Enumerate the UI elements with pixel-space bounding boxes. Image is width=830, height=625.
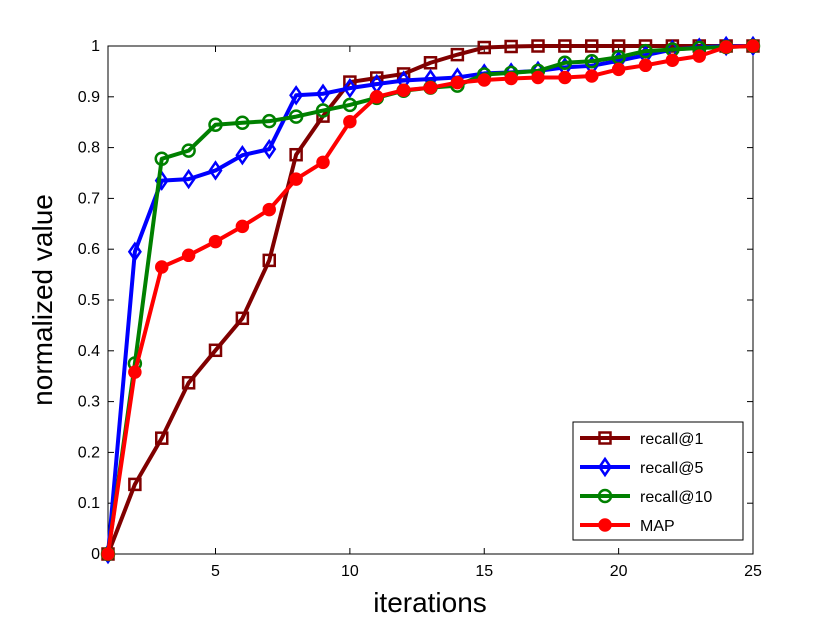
data-point-recall-5 bbox=[262, 138, 277, 160]
legend-label: MAP bbox=[640, 518, 675, 535]
legend: recall@1 recall@5 recall@10 MAP bbox=[572, 421, 744, 541]
legend-marker bbox=[598, 431, 612, 445]
data-point-recall-10 bbox=[342, 97, 358, 113]
data-point-map bbox=[343, 114, 357, 129]
data-point-recall-5 bbox=[127, 241, 142, 262]
data-point-recall-10 bbox=[288, 109, 304, 124]
data-point-recall-1 bbox=[289, 147, 303, 162]
x-tick-label: 5 bbox=[211, 563, 220, 580]
legend-marker bbox=[597, 456, 613, 478]
y-tick-label: 0.8 bbox=[78, 140, 100, 157]
data-point-map bbox=[665, 53, 680, 67]
data-point-map bbox=[155, 260, 169, 274]
data-point-map bbox=[450, 75, 465, 90]
data-point-map bbox=[585, 69, 599, 83]
legend-entry-map: MAP bbox=[580, 518, 675, 535]
data-point-map bbox=[638, 58, 653, 73]
data-point-recall-10 bbox=[638, 43, 653, 59]
y-tick-label: 0.9 bbox=[78, 89, 100, 106]
data-point-map bbox=[235, 219, 250, 234]
data-point-map bbox=[181, 248, 196, 263]
legend-label: recall@1 bbox=[640, 431, 703, 448]
data-point-map bbox=[692, 49, 706, 63]
legend-marker bbox=[597, 488, 613, 504]
legend-entry-recall-10: recall@10 bbox=[580, 488, 712, 506]
x-tick-label: 20 bbox=[610, 563, 628, 580]
y-tick-label: 0.6 bbox=[78, 241, 100, 258]
data-point-map bbox=[370, 90, 384, 104]
x-axis-title: iterations bbox=[373, 587, 487, 618]
y-tick-label: 0.3 bbox=[78, 394, 100, 411]
data-point-recall-1 bbox=[155, 431, 169, 445]
series-map bbox=[101, 39, 760, 561]
data-point-map bbox=[719, 40, 733, 54]
data-point-map bbox=[611, 62, 626, 77]
y-tick-label: 0.7 bbox=[78, 190, 100, 207]
data-point-recall-5 bbox=[181, 168, 196, 190]
data-point-map bbox=[531, 70, 545, 85]
y-tick-label: 0 bbox=[91, 546, 100, 563]
data-point-recall-10 bbox=[557, 55, 573, 71]
data-point-recall-5 bbox=[315, 83, 331, 104]
data-point-recall-10 bbox=[235, 115, 250, 130]
legend-label: recall@10 bbox=[640, 489, 712, 506]
x-tick-label: 10 bbox=[341, 563, 359, 580]
legend-marker bbox=[598, 518, 612, 532]
data-point-map bbox=[558, 70, 572, 85]
x-tick-label: 25 bbox=[744, 563, 762, 580]
data-series bbox=[100, 35, 761, 565]
data-point-recall-10 bbox=[208, 117, 223, 132]
data-point-recall-5 bbox=[235, 145, 250, 166]
data-point-recall-5 bbox=[342, 77, 357, 99]
data-point-recall-10 bbox=[262, 113, 277, 129]
y-tick-label: 0.4 bbox=[78, 343, 100, 360]
y-tick-label: 0.2 bbox=[78, 444, 100, 461]
data-point-map bbox=[208, 234, 223, 249]
y-tick-label: 1 bbox=[91, 38, 100, 55]
data-point-map bbox=[423, 80, 438, 95]
data-point-recall-10 bbox=[584, 53, 599, 69]
data-point-recall-1 bbox=[585, 39, 599, 53]
data-point-map bbox=[262, 202, 276, 217]
data-point-recall-1 bbox=[423, 56, 438, 70]
x-tick-label: 15 bbox=[475, 563, 493, 580]
legend-label: recall@5 bbox=[640, 460, 703, 477]
data-point-map bbox=[746, 39, 760, 53]
y-tick-label: 0.1 bbox=[78, 495, 100, 512]
data-point-map bbox=[504, 71, 518, 86]
data-point-recall-10 bbox=[154, 151, 169, 167]
data-point-recall-1 bbox=[128, 477, 142, 492]
data-point-map bbox=[128, 365, 142, 379]
y-tick-label: 0.5 bbox=[78, 292, 100, 309]
data-point-map bbox=[289, 172, 303, 186]
y-axis-title: normalized value bbox=[27, 194, 58, 406]
data-point-recall-5 bbox=[208, 160, 223, 181]
legend-entry-recall-1: recall@1 bbox=[580, 431, 703, 448]
data-point-map bbox=[316, 155, 330, 170]
data-point-map bbox=[477, 73, 491, 87]
legend-entry-recall-5: recall@5 bbox=[580, 456, 703, 478]
data-point-recall-1 bbox=[262, 253, 276, 268]
data-point-recall-10 bbox=[315, 103, 331, 118]
data-point-map bbox=[396, 83, 411, 97]
data-point-recall-10 bbox=[181, 143, 196, 158]
series-line-recall-5 bbox=[106, 44, 753, 555]
data-point-map bbox=[101, 547, 115, 561]
data-point-recall-1 bbox=[504, 39, 518, 54]
data-point-recall-1 bbox=[450, 47, 465, 62]
data-point-recall-1 bbox=[531, 39, 545, 53]
data-point-recall-5 bbox=[289, 85, 304, 106]
data-point-recall-1 bbox=[477, 40, 491, 55]
axis-ticks: 00.10.20.30.40.50.60.70.80.915 10 15 20 25 bbox=[78, 38, 762, 580]
data-point-recall-1 bbox=[558, 39, 572, 53]
data-point-recall-1 bbox=[208, 343, 223, 358]
data-point-recall-1 bbox=[235, 311, 250, 326]
data-point-recall-1 bbox=[181, 376, 196, 390]
